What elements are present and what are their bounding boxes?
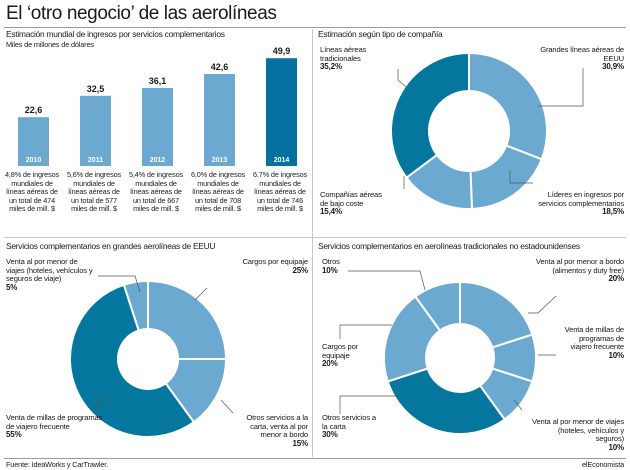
- type-slice-3: [390, 51, 470, 180]
- bars-panel-subtitle: Miles de millones de dólares: [6, 40, 94, 49]
- us-label-otros-servicios: Otros servicios a la carta, venta al por…: [246, 413, 308, 448]
- page-title: El ‘otro negocio’ de las aerolíneas: [6, 3, 277, 24]
- leader-type-lideres: [509, 170, 533, 184]
- bar-year-label: 2010: [26, 157, 42, 164]
- trad-slice-0: [459, 280, 534, 349]
- leader-type-tradicionales: [397, 69, 413, 93]
- leader-trad-venta-viajes: [513, 399, 523, 411]
- trad-label-millas: Venta de millas de programas de viajero …: [564, 325, 625, 360]
- leader-us-equipaje: [194, 287, 208, 301]
- bar-year-label: 2012: [150, 157, 166, 164]
- leader-us-otros-servicios: [220, 399, 234, 414]
- us-slice-0: [147, 279, 228, 360]
- trad-label-otros-servicios: Otros servicios a la carta 30%: [322, 413, 376, 440]
- trad-slice-4: [383, 295, 442, 383]
- bar-value-label: 49,9: [273, 46, 291, 56]
- column-divider: [312, 29, 313, 457]
- trad-label-otros: Otros 10%: [322, 257, 340, 275]
- us-panel-title: Servicios complementarios en grandes aer…: [6, 241, 216, 251]
- type-label-lideres: Líderes en ingresos por servicios comple…: [538, 190, 624, 217]
- trad-slice-3: [386, 367, 507, 435]
- bar-2014: [266, 58, 297, 166]
- us-slice-2: [69, 283, 196, 438]
- leader-us-venta-viajes: [98, 275, 141, 293]
- leader-type-eeuu: [538, 68, 584, 107]
- type-label-eeuu: Grandes líneas aéreas de EEUU 30,9%: [540, 45, 624, 72]
- bottom-rule: [4, 458, 626, 459]
- trad-label-venta-bordo: Venta al por menor a bordo (alimentos y …: [535, 257, 624, 284]
- bar-2011: [80, 95, 111, 166]
- trad-label-equipaje: Cargos por equipaje 20%: [322, 342, 359, 369]
- leader-us-millas: [97, 399, 113, 414]
- bar-annotation-2013: 6,0% de ingresos mundiales de líneas aér…: [191, 170, 245, 214]
- trad-panel-title: Servicios complementarios en aerolíneas …: [318, 241, 580, 251]
- type-panel-title: Estimación según tipo de compañía: [318, 29, 443, 39]
- us-label-venta-viajes: Venta al por menor de viajes (hoteles, v…: [6, 257, 93, 292]
- us-label-millas: Venta de millas de programas de viajero …: [6, 413, 103, 440]
- source-note: Fuente: IdeaWorks y CarTrawler.: [6, 460, 109, 469]
- type-label-bajo-coste: Compañías aéreas de bajo coste 15,4%: [320, 190, 382, 217]
- bar-year-label: 2011: [88, 157, 103, 164]
- bar-annotation-2011: 5,6% de ingresos mundiales de líneas aér…: [67, 170, 121, 214]
- leader-trad-equipaje: [339, 324, 392, 339]
- bar-value-label: 32,5: [87, 84, 105, 94]
- bar-year-label: 2013: [212, 157, 228, 164]
- leader-trad-otros-servicios: [339, 395, 396, 414]
- us-label-equipaje: Cargos por equipaje 25%: [242, 257, 308, 275]
- brand-name: elEconomista: [581, 460, 624, 469]
- leader-trad-otros: [348, 270, 426, 291]
- bar-annotation-2012: 5,4% de ingresos mundiales de líneas aér…: [129, 170, 183, 214]
- type-slice-1: [469, 144, 543, 210]
- leader-trad-venta-bordo: [528, 295, 557, 314]
- bar-annotation-2010: 4,8% de ingresos mundiales de líneas aér…: [5, 170, 59, 214]
- bar-2013: [204, 73, 235, 166]
- trad-slice-5: [413, 280, 461, 332]
- bar-value-label: 36,1: [149, 76, 167, 86]
- us-slice-3: [122, 279, 149, 332]
- type-label-tradicionales: Líneas aéreas tradicionales 35,2%: [320, 45, 367, 72]
- type-slice-0: [468, 51, 548, 161]
- top-rule: [4, 27, 626, 28]
- bars-panel-title: Estimación mundial de ingresos por servi…: [6, 29, 225, 39]
- bar-value-label: 42,6: [211, 62, 229, 72]
- bar-2010: [18, 117, 49, 166]
- trad-label-venta-viajes: Venta al por menor de viajes (hoteles, v…: [531, 417, 624, 452]
- bar-annotation-2014: 6,7% de ingresos mundiales de líneas aér…: [253, 170, 307, 214]
- row-divider: [4, 237, 626, 238]
- bar-chart: 22,6 2010 32,5 2011 36,1 2012 42,6 2013 49,9 2014: [18, 46, 297, 166]
- bar-2012: [142, 88, 173, 166]
- bar-value-label: 22,6: [25, 105, 43, 115]
- bar-year-label: 2014: [274, 157, 290, 164]
